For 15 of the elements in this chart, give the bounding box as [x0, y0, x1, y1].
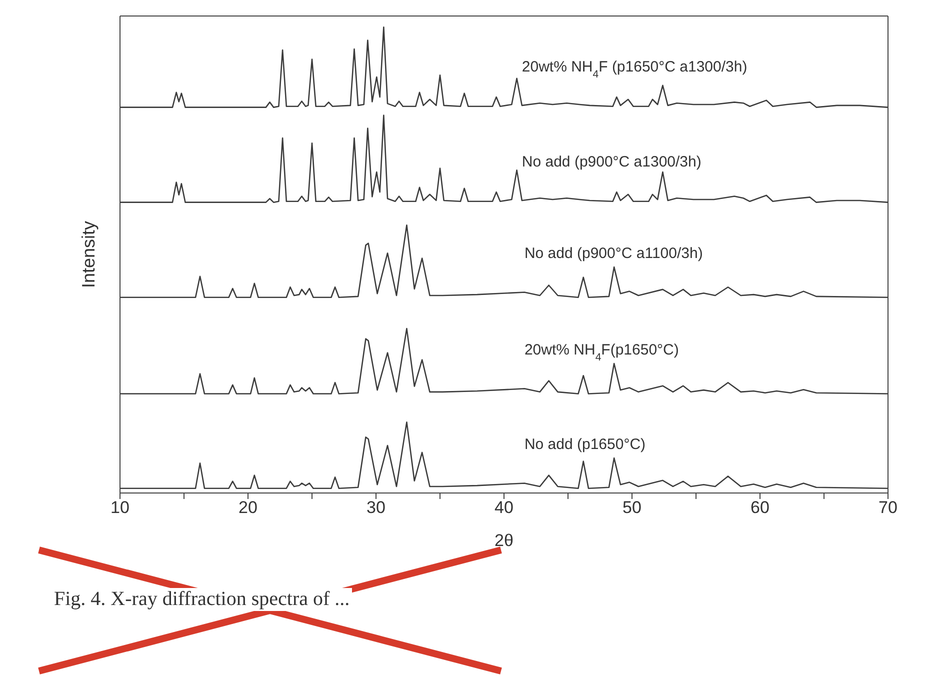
series-label: No add (p900°C a1300/3h): [522, 153, 702, 170]
x-axis-title: 2θ: [494, 531, 514, 550]
y-axis-title: Intensity: [78, 220, 98, 288]
x-tick-label: 50: [622, 498, 642, 518]
series-label: 20wt% NH$_{4}$F (p1650°C a1300/3h): [522, 58, 748, 80]
x-tick-label: 20: [238, 498, 258, 518]
series-label: No add (p900°C a1100/3h): [524, 245, 703, 262]
x-tick-label: 70: [878, 498, 898, 518]
series-label: No add (p1650°C): [524, 436, 646, 454]
x-tick-label: 10: [110, 498, 130, 518]
x-tick-label: 60: [750, 498, 770, 518]
caption: Fig. 4. X-ray diffraction spectra of ...: [52, 588, 352, 611]
x-tick-label: 40: [494, 498, 514, 518]
series-label: 20wt% NH$_{4}$F(p1650°C): [524, 342, 679, 364]
x-tick-label: 30: [366, 498, 386, 518]
